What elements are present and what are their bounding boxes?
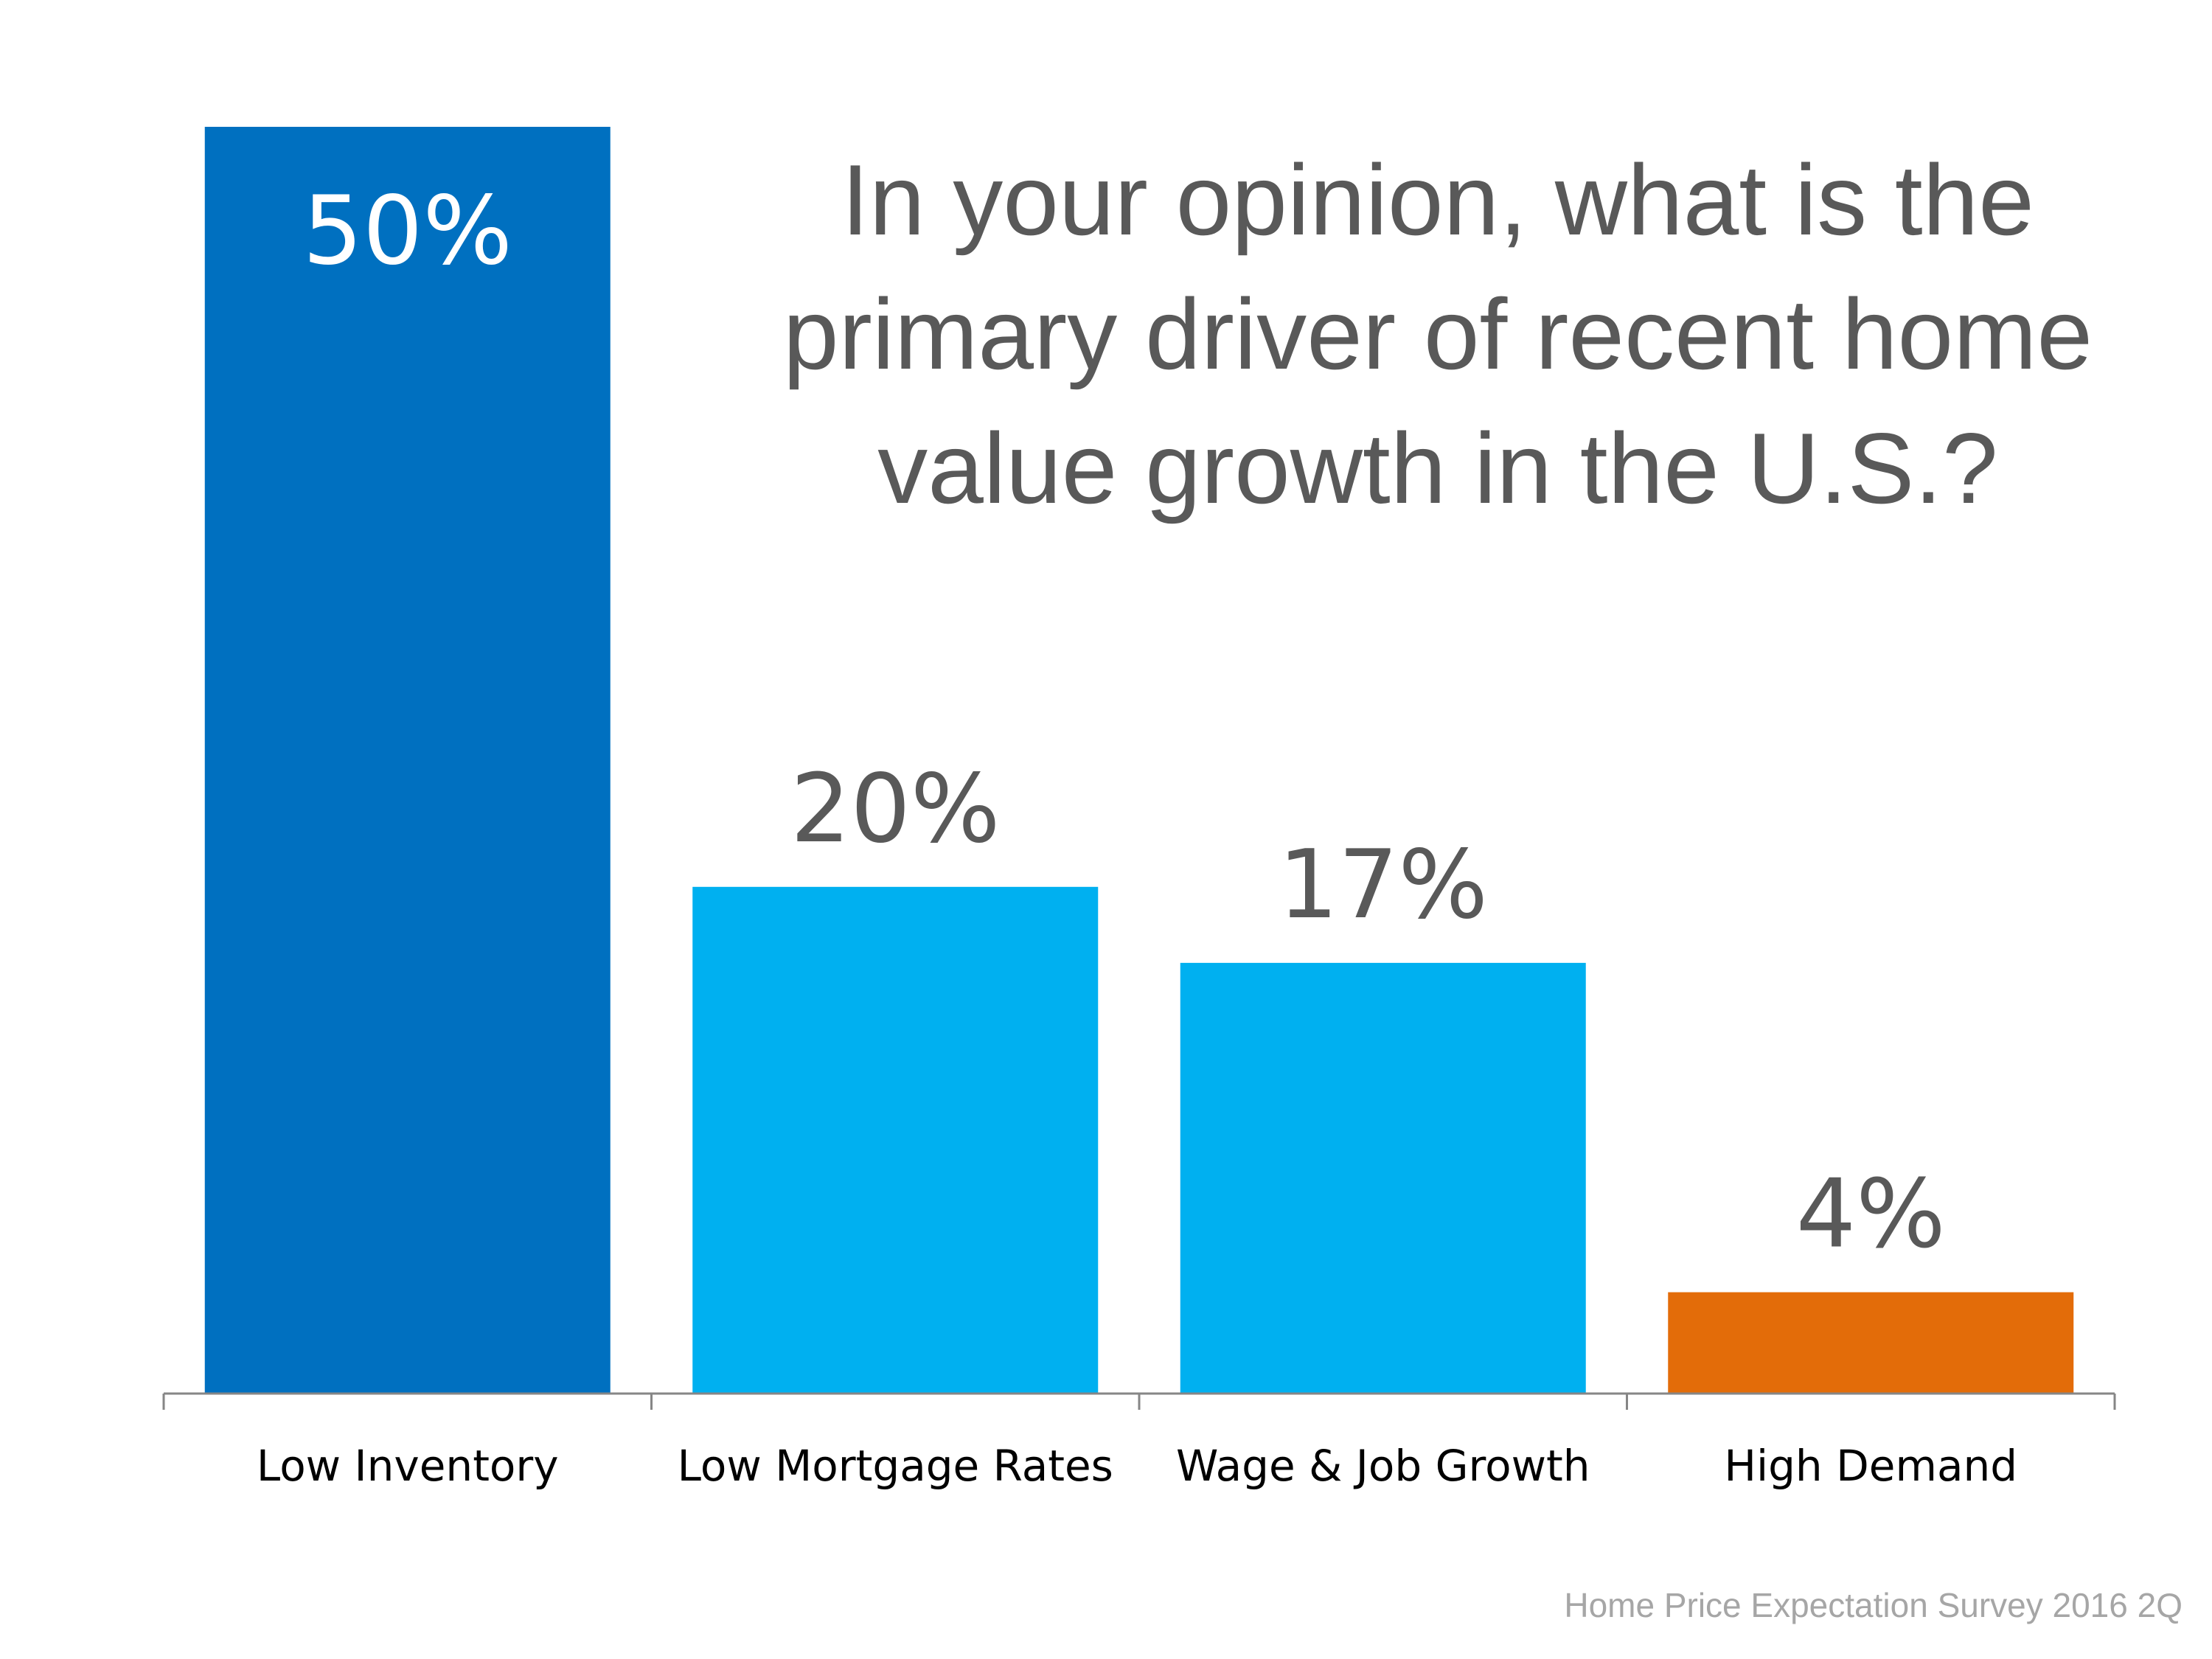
bar-high-demand — [1668, 1292, 2074, 1394]
bar-wage-job-growth — [1180, 962, 1586, 1394]
x-tick-label: Wage & Job Growth — [1176, 1441, 1590, 1491]
bars-layer — [204, 127, 2074, 1394]
x-axis — [162, 1392, 2116, 1410]
data-label: 50% — [303, 176, 513, 286]
x-tick-label: Low Mortgage Rates — [678, 1441, 1113, 1491]
bar-low-mortgage-rates — [692, 886, 1099, 1394]
chart-title: In your opinion, what is the primary dri… — [782, 144, 2093, 524]
x-tick-label: Low Inventory — [257, 1441, 559, 1491]
labels-layer: 50% Low Inventory 20% Low Mortgage Rates 17%… — [257, 176, 2017, 1491]
source-note: Home Price Expectation Survey 2016 2Q — [1564, 1586, 2183, 1624]
data-label: 20% — [790, 754, 1001, 864]
data-label: 17% — [1279, 830, 1489, 940]
bar-low-inventory — [204, 127, 611, 1394]
x-tick-label: High Demand — [1724, 1441, 2017, 1491]
data-label: 4% — [1796, 1160, 1946, 1270]
